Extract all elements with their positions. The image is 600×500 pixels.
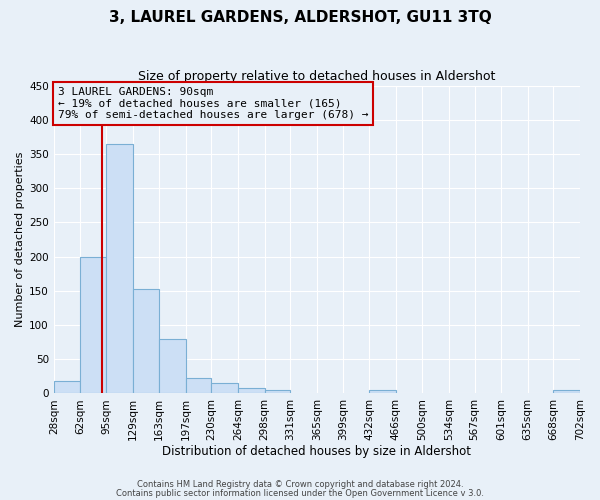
Y-axis label: Number of detached properties: Number of detached properties	[15, 152, 25, 327]
Title: Size of property relative to detached houses in Aldershot: Size of property relative to detached ho…	[138, 70, 496, 83]
Bar	[159, 340, 186, 394]
Bar	[265, 390, 290, 394]
Text: 3, LAUREL GARDENS, ALDERSHOT, GU11 3TQ: 3, LAUREL GARDENS, ALDERSHOT, GU11 3TQ	[109, 10, 491, 25]
Text: 3 LAUREL GARDENS: 90sqm
← 19% of detached houses are smaller (165)
79% of semi-d: 3 LAUREL GARDENS: 90sqm ← 19% of detache…	[58, 87, 368, 120]
Bar	[369, 390, 396, 394]
Bar	[211, 383, 238, 394]
Bar	[80, 256, 106, 394]
Text: Contains public sector information licensed under the Open Government Licence v : Contains public sector information licen…	[116, 488, 484, 498]
Bar	[54, 381, 80, 394]
Bar	[133, 288, 159, 394]
Bar	[186, 378, 211, 394]
Bar	[106, 144, 133, 394]
Bar	[238, 388, 265, 394]
Bar	[553, 390, 580, 394]
X-axis label: Distribution of detached houses by size in Aldershot: Distribution of detached houses by size …	[163, 444, 472, 458]
Text: Contains HM Land Registry data © Crown copyright and database right 2024.: Contains HM Land Registry data © Crown c…	[137, 480, 463, 489]
